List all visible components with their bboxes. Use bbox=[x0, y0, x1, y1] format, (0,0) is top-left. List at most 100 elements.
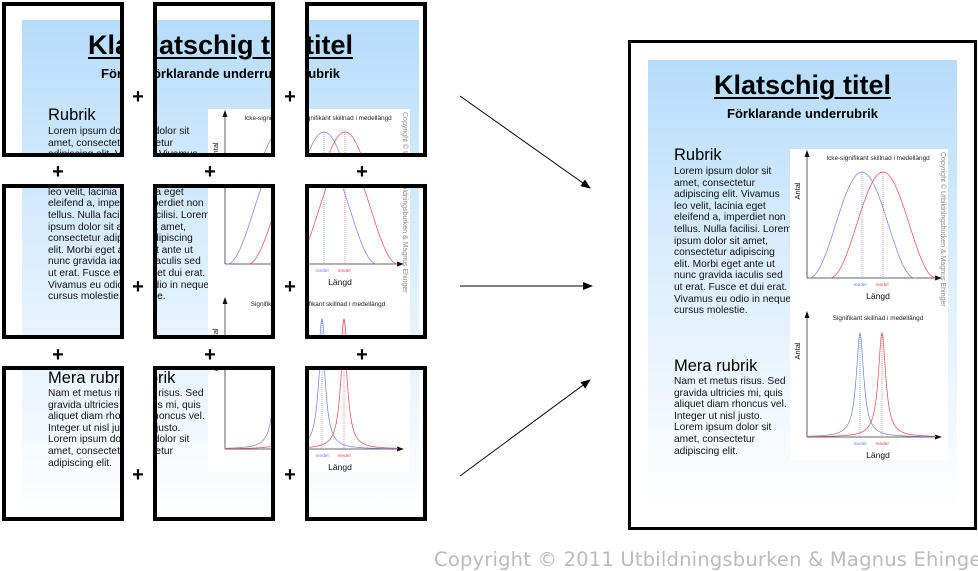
poster-title: Klatschig titel bbox=[305, 30, 354, 60]
x-axis-label: Längd bbox=[866, 291, 890, 301]
distribution-charts: Icke-signifikant skillnad i medellängd S… bbox=[305, 188, 409, 335]
arrow-icon bbox=[459, 379, 591, 477]
poster: Klatschig titel Förklarande underrubrik … bbox=[309, 370, 419, 517]
arrow-head-icon bbox=[935, 275, 942, 281]
plus-icon: + bbox=[284, 464, 296, 486]
plus-icon: + bbox=[52, 161, 64, 183]
poster-tile: Klatschig titel Förklarande underrubrik … bbox=[305, 366, 427, 521]
distribution-curve bbox=[264, 138, 271, 153]
section-body: Nam et metus risus. Sed gravida ultricie… bbox=[153, 388, 205, 469]
plus-icon: + bbox=[284, 86, 296, 108]
distribution-curve bbox=[807, 332, 937, 437]
mean-label: medel bbox=[271, 453, 275, 459]
y-axis-label: Antal bbox=[211, 328, 220, 339]
mean-label: medel bbox=[875, 441, 888, 447]
distribution-curve bbox=[226, 319, 275, 339]
poster-tile: Klatschig titel Förklarande underrubrik … bbox=[305, 2, 427, 157]
section-body: Lorem ipsum dolor sit amet, consectetur … bbox=[48, 186, 124, 303]
arrow-head-icon bbox=[397, 261, 404, 267]
chart-title: Signifikant skillnad i medellängd bbox=[305, 301, 386, 308]
distribution-curve bbox=[226, 319, 275, 339]
distribution-curve bbox=[342, 188, 378, 265]
section-heading: Mera rubrik bbox=[48, 369, 124, 387]
poster-subtitle: Förklarande underrubrik bbox=[101, 66, 122, 81]
distribution-curve bbox=[807, 332, 937, 437]
arrow-head-icon bbox=[804, 150, 810, 157]
chart-title: Icke-signifikant skillnad i medellängd bbox=[305, 115, 392, 122]
chart-title: Icke-signifikant skillnad i medellängd bbox=[826, 155, 930, 162]
chart-panel: Icke-signifikant skillnad i medellängd S… bbox=[208, 109, 275, 157]
plus-icon: + bbox=[52, 344, 64, 366]
poster-tile: Klatschig titel Förklarande underrubrik … bbox=[2, 184, 124, 339]
mean-label: medel bbox=[853, 282, 866, 288]
poster-tile: Klatschig titel Förklarande underrubrik … bbox=[305, 184, 427, 339]
mean-label: medel bbox=[315, 268, 328, 274]
poster: Klatschig titel Förklarande underrubrik … bbox=[648, 60, 957, 510]
y-axis-label: Antal bbox=[211, 366, 220, 372]
poster-subtitle: Förklarande underrubrik bbox=[305, 66, 340, 81]
arrow-head-icon bbox=[804, 311, 810, 318]
copyright-notice: Copyright © 2011 Utbildningsburken & Mag… bbox=[434, 548, 978, 571]
mean-label: medel bbox=[337, 453, 350, 459]
chart-panel: Icke-signifikant skillnad i medellängd S… bbox=[208, 184, 275, 339]
chart-title: Signifikant skillnad i medellängd bbox=[251, 301, 275, 308]
chart-panel: Icke-signifikant skillnad i medellängd S… bbox=[790, 149, 948, 460]
mean-label: medel bbox=[271, 268, 275, 274]
distribution-curve bbox=[341, 318, 347, 335]
distribution-charts: Icke-signifikant skillnad i medellängd S… bbox=[309, 370, 404, 472]
y-axis-label: Antal bbox=[793, 342, 802, 359]
section-heading: Mera rubrik bbox=[157, 369, 176, 387]
y-axis-label: Antal bbox=[211, 142, 220, 157]
distribution-curve bbox=[309, 370, 399, 449]
distribution-curve bbox=[309, 131, 340, 153]
x-axis-label: Längd bbox=[328, 462, 352, 472]
plus-icon: + bbox=[356, 161, 368, 183]
poster-title: Klatschig titel bbox=[157, 30, 271, 60]
chart-title: Signifikant skillnad i medellängd bbox=[833, 315, 924, 322]
side-credit: Copyright © Utbildningsburken & Magnus E… bbox=[939, 152, 947, 307]
plus-icon: + bbox=[356, 344, 368, 366]
section-body: Lorem ipsum dolor sit amet, consectetur … bbox=[153, 126, 198, 157]
poster: Klatschig titel Förklarande underrubrik … bbox=[22, 186, 124, 335]
plus-icon: + bbox=[132, 464, 144, 486]
distribution-curve bbox=[309, 370, 399, 449]
mean-label: medel bbox=[853, 441, 866, 447]
distribution-curve bbox=[309, 188, 399, 265]
poster: Klatschig titel Förklarande underrubrik … bbox=[305, 188, 419, 335]
distribution-charts: Icke-signifikant skillnad i medellängd S… bbox=[305, 112, 409, 153]
mean-label: medel bbox=[875, 282, 888, 288]
chart-title: Icke-signifikant skillnad i medellängd bbox=[244, 115, 275, 122]
distribution-charts: Icke-signifikant skillnad i medellängd S… bbox=[211, 184, 275, 339]
assembled-poster-frame: Klatschig titel Förklarande underrubrik … bbox=[628, 40, 977, 530]
plus-icon: + bbox=[284, 276, 296, 298]
poster-title: Klatschig titel bbox=[87, 30, 120, 60]
plus-icon: + bbox=[132, 276, 144, 298]
section-body: Lorem ipsum dolor sit amet, consectetur … bbox=[153, 186, 210, 303]
poster-subtitle: Förklarande underrubrik bbox=[727, 106, 878, 121]
distribution-charts: Icke-signifikant skillnad i medellängd S… bbox=[793, 150, 947, 460]
poster: Klatschig titel Förklarande underrubrik … bbox=[22, 20, 124, 157]
section-heading: Mera rubrik bbox=[674, 357, 758, 375]
distribution-charts: Icke-signifikant skillnad i medellängd S… bbox=[211, 110, 275, 157]
arrow-head-icon bbox=[935, 434, 942, 440]
section-body: Nam et metus risus. Sed gravida ultricie… bbox=[48, 388, 124, 469]
poster-tile: Klatschig titel Förklarande underrubrik … bbox=[2, 366, 124, 521]
y-axis-label: Antal bbox=[211, 184, 220, 186]
poster-tile: Klatschig titel Förklarande underrubrik … bbox=[2, 2, 124, 157]
poster: Klatschig titel Förklarande underrubrik … bbox=[153, 366, 275, 517]
section-heading: Rubrik bbox=[48, 106, 96, 124]
section-body: Nam et metus risus. Sed gravida ultricie… bbox=[674, 376, 787, 457]
arrow-icon bbox=[459, 95, 591, 189]
poster: Klatschig titel Förklarande underrubrik … bbox=[153, 184, 275, 339]
chart-panel: Icke-signifikant skillnad i medellängd S… bbox=[309, 370, 410, 472]
distribution-curve bbox=[329, 131, 361, 153]
plus-icon: + bbox=[204, 344, 216, 366]
section-heading: Rubrik bbox=[674, 146, 722, 164]
chart-panel: Icke-signifikant skillnad i medellängd S… bbox=[305, 188, 410, 335]
poster: Klatschig titel Förklarande underrubrik … bbox=[153, 20, 275, 157]
distribution-curve bbox=[225, 446, 271, 449]
distribution-charts: Icke-signifikant skillnad i medellängd S… bbox=[211, 366, 275, 459]
x-axis-label: Längd bbox=[328, 277, 352, 287]
section-body: Lorem ipsum dolor sit amet, consectetur … bbox=[48, 126, 124, 157]
distribution-curve bbox=[829, 171, 937, 279]
